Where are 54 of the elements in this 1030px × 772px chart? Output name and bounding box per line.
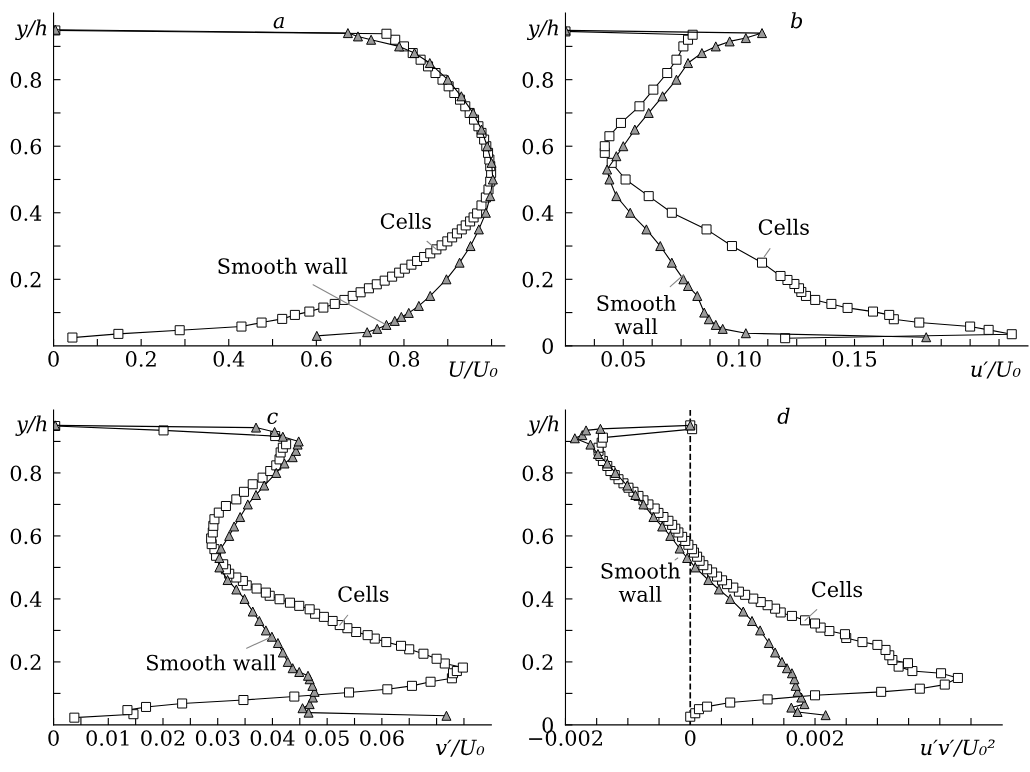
x-tick-label: 0	[48, 351, 59, 367]
y-axis-title: y/h	[15, 415, 47, 436]
annotation: Smooth wall	[218, 257, 348, 274]
annotation: Smooth wall	[601, 562, 681, 603]
x-axis-title: U/U₀	[449, 361, 498, 379]
x-tick-label: 0.02	[141, 730, 185, 746]
chart-title: b	[790, 12, 803, 29]
x-tick-label: 0	[48, 730, 59, 746]
x-tick-label: 0.03	[195, 730, 240, 746]
x-axis-title: u′/U₀	[971, 361, 1021, 379]
y-axis-title: y/h	[15, 19, 47, 40]
y-tick-label: 0.8	[10, 465, 42, 482]
x-axis-title: v′/U₀	[436, 739, 485, 757]
x-tick-label: 0.01	[86, 730, 129, 746]
chart-title: c	[267, 412, 278, 424]
x-tick-label: 0	[684, 730, 696, 746]
annotation: Cells	[380, 212, 431, 230]
y-tick-label: 0.6	[10, 138, 42, 155]
x-tick-label: 0.15	[832, 351, 877, 367]
x-tick-label: 0.8	[388, 351, 420, 367]
x-tick-label: 0.002	[786, 730, 843, 746]
y-tick-label: 0.8	[522, 465, 553, 482]
chart-title: d	[777, 407, 790, 424]
y-tick-label: 0.8	[10, 72, 42, 88]
y-tick-label: 0.4	[522, 591, 554, 608]
x-tick-label: 0.05	[305, 730, 349, 746]
x-tick-label: 0.06	[360, 730, 404, 746]
annotation: Cells	[812, 581, 863, 598]
y-tick-label: 0.4	[522, 205, 554, 221]
annotation: Smooth wall	[146, 654, 276, 671]
x-tick-label: 0.4	[213, 351, 245, 367]
chart-title: a	[273, 16, 284, 29]
y-axis-title: y/h	[526, 19, 559, 40]
y-tick-label: 0.4	[10, 591, 42, 608]
x-tick-label: 0.04	[250, 730, 295, 746]
y-tick-label: 0.4	[10, 205, 42, 221]
x-tick-label: 0.05	[601, 351, 645, 367]
y-tick-label: 0.2	[10, 654, 41, 671]
y-tick-label: 0.6	[522, 528, 554, 545]
y-tick-label: 0.2	[10, 271, 41, 288]
y-tick-label: 0.6	[10, 528, 42, 545]
x-tick-label: 0.2	[125, 351, 156, 367]
x-tick-label: 0.10	[717, 351, 761, 367]
y-tick-label: 0.2	[522, 271, 553, 288]
y-tick-label: 0.8	[522, 72, 553, 88]
y-tick-label: 0.2	[522, 654, 553, 671]
annotation: Smooth wall	[597, 294, 677, 335]
y-axis-title: y/h	[527, 415, 559, 436]
y-tick-label: 0.6	[522, 138, 554, 155]
annotation: Cells	[758, 218, 809, 235]
x-tick-label: 0.6	[301, 351, 332, 367]
x-axis-title: u′v′/U₀²	[921, 739, 995, 757]
annotation: Cells	[338, 585, 389, 602]
y-tick-label: 0	[542, 338, 553, 355]
